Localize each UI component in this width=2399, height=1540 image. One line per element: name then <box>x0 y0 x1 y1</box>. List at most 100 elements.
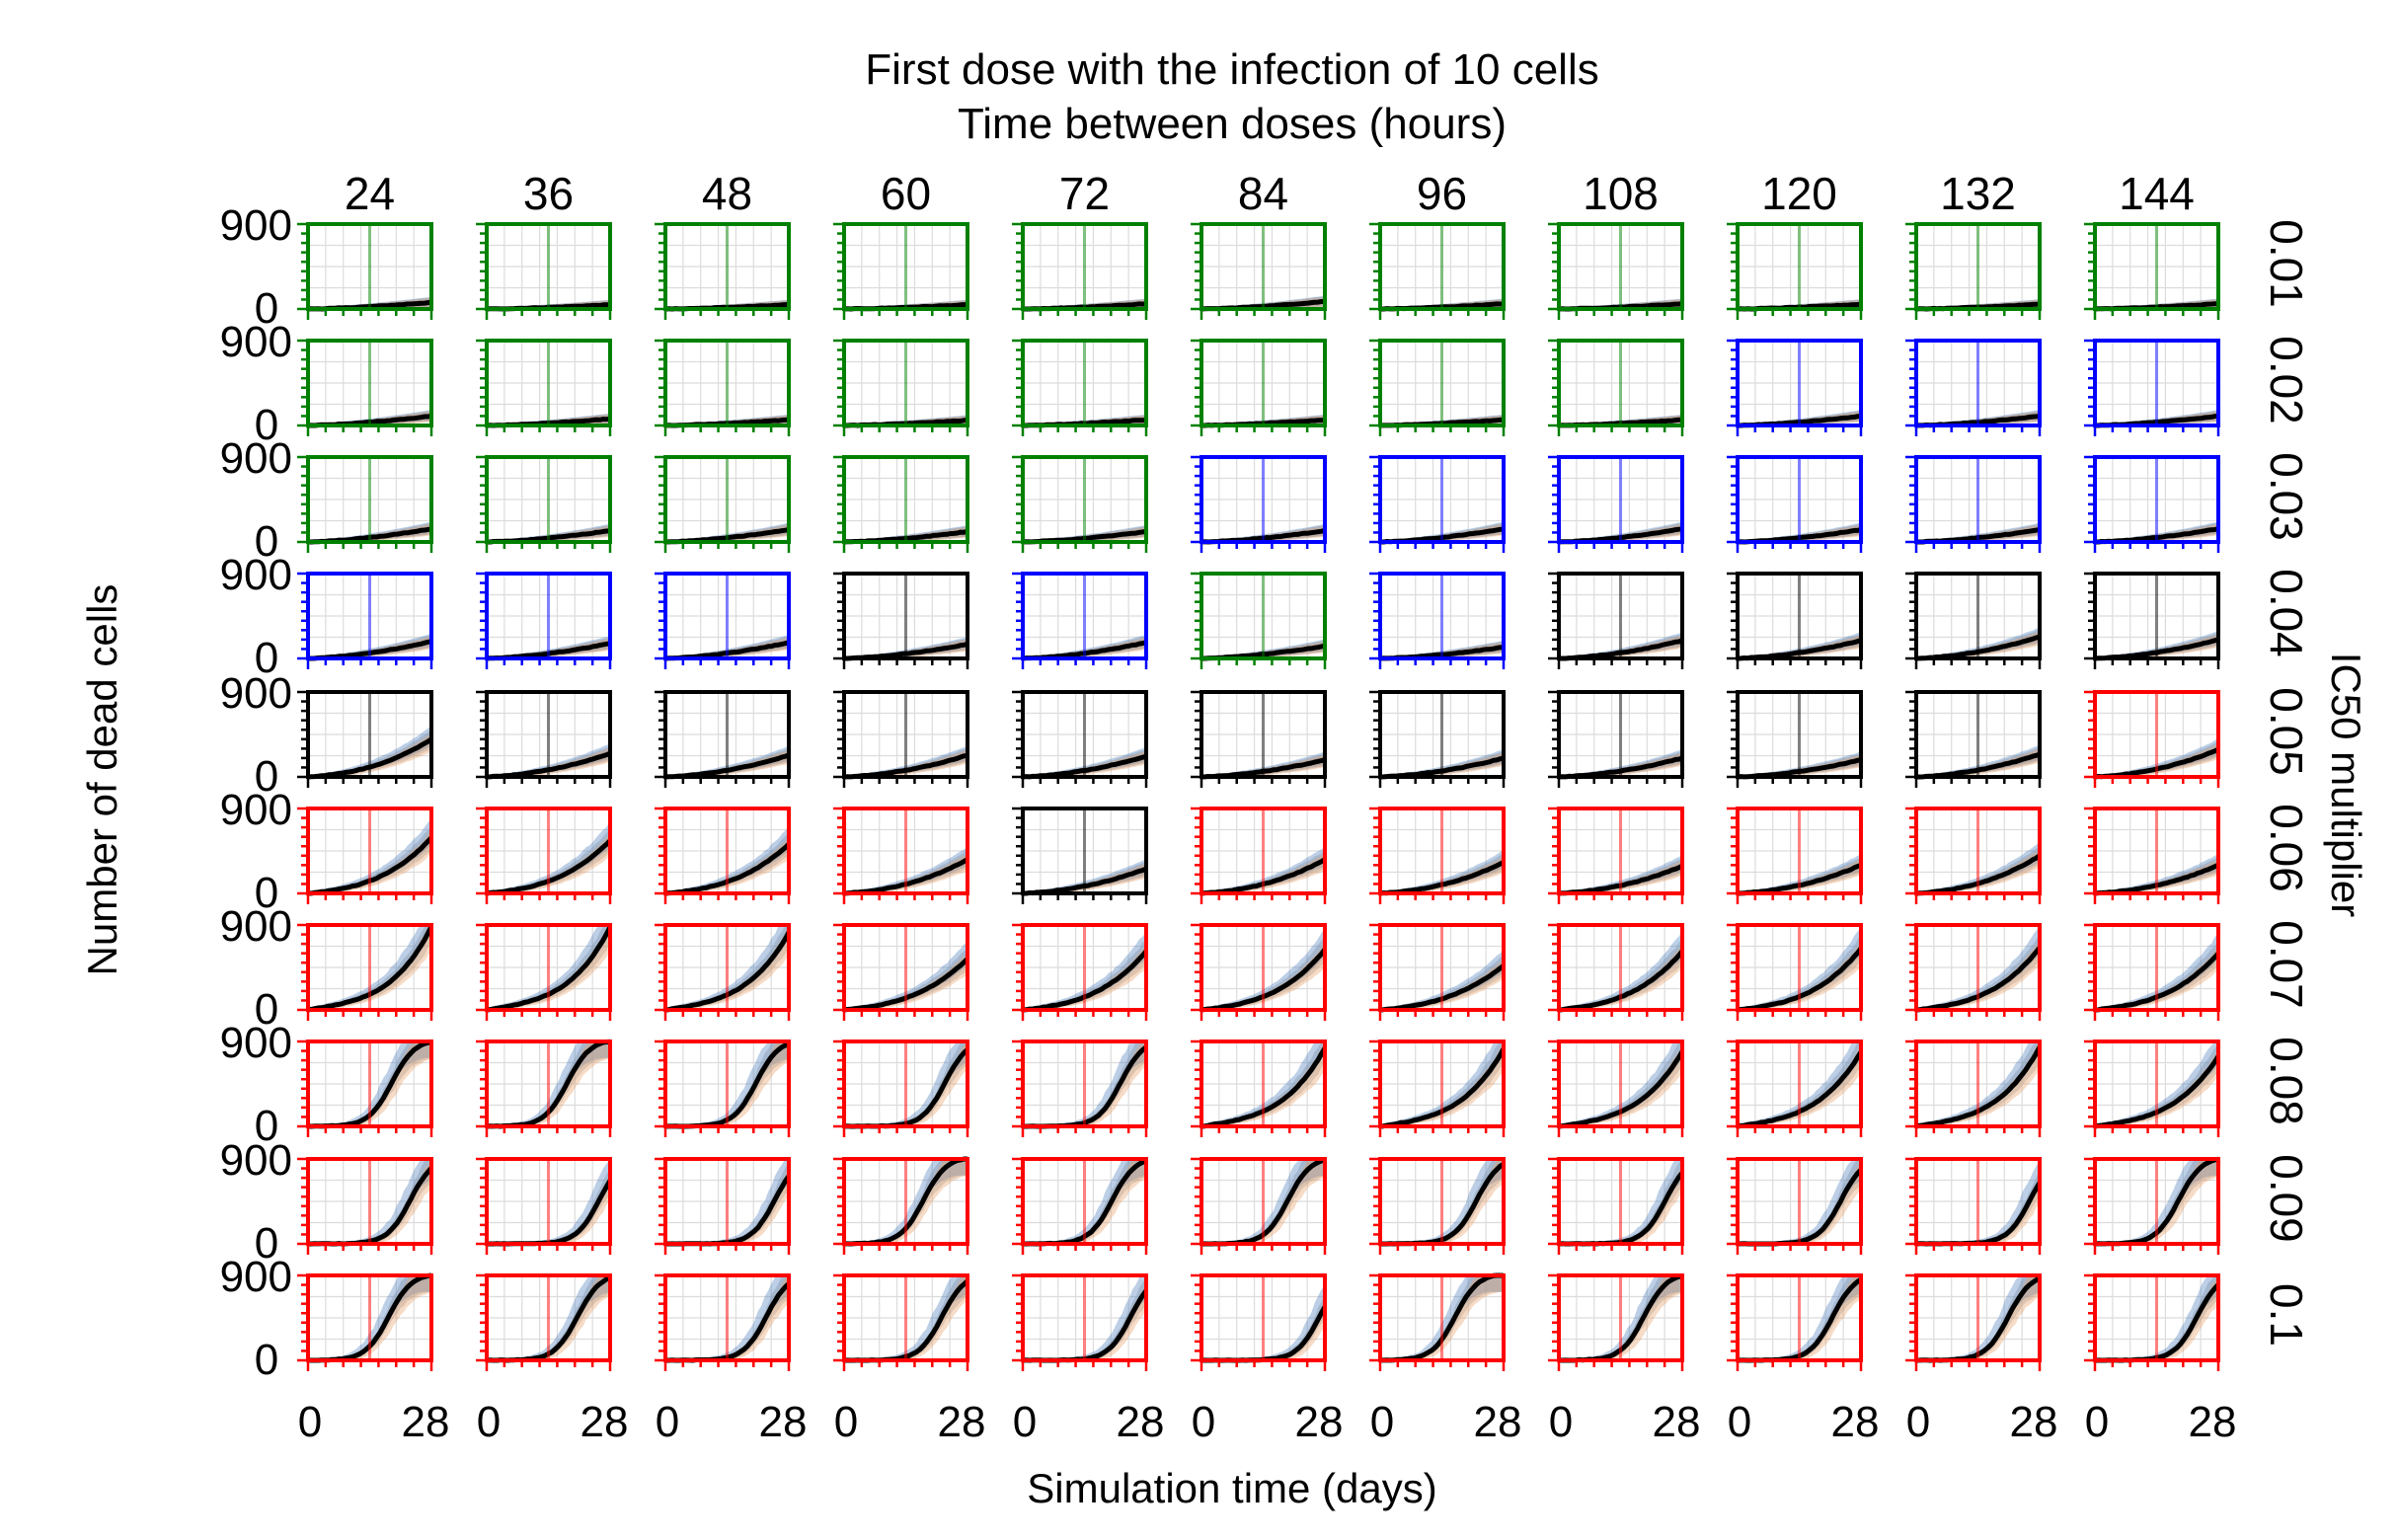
replicate-band <box>1023 637 1146 658</box>
replicate-band <box>1380 1159 1504 1244</box>
panel-frame <box>485 1157 612 1246</box>
right-axis-label: IC50 multiplier <box>2323 653 2369 917</box>
replicate-band <box>844 525 967 542</box>
panel <box>1548 807 1684 904</box>
panel-frame <box>1378 1273 1506 1362</box>
x-tick-label: 0 <box>1549 1398 1573 1446</box>
panel <box>833 455 969 553</box>
panel-frame <box>1200 455 1327 544</box>
panel <box>2084 455 2220 553</box>
replicate-band <box>308 1041 431 1126</box>
replicate-band <box>308 1159 431 1244</box>
replicate-band <box>487 638 610 658</box>
panel-frame <box>1378 1157 1506 1246</box>
row-label: 0.04 <box>2261 569 2312 657</box>
chart-subtitle: Time between doses (hours) <box>958 100 1507 148</box>
replicate-band <box>1738 411 1861 425</box>
panel-frame <box>306 807 433 895</box>
replicate-band <box>308 523 431 542</box>
panel-frame <box>663 1040 791 1128</box>
panel <box>1369 923 1506 1021</box>
panel <box>833 1156 969 1255</box>
panel <box>1548 455 1684 553</box>
panel <box>655 455 791 553</box>
panel <box>476 222 612 320</box>
replicate-band <box>1380 522 1504 542</box>
replicate-band <box>1559 521 1682 542</box>
y-tick-label: 0 <box>255 752 278 801</box>
panel-frame <box>1200 1157 1327 1246</box>
panel-frame <box>1021 455 1148 544</box>
row-label: 0.06 <box>2261 804 2312 892</box>
replicate-band <box>1380 1275 1504 1360</box>
replicate-band <box>1023 1041 1146 1126</box>
replicate-band <box>1023 750 1146 777</box>
replicate-band <box>2095 521 2218 542</box>
panel-frame <box>2093 222 2220 311</box>
row-label: 0.07 <box>2261 920 2312 1009</box>
x-tick-label: 0 <box>1906 1398 1930 1446</box>
panel <box>1191 807 1327 904</box>
y-tick-label: 0 <box>255 1219 278 1268</box>
x-tick-label: 28 <box>1653 1398 1701 1446</box>
x-tick-label: 28 <box>580 1398 629 1446</box>
x-tick-label: 0 <box>298 1398 322 1446</box>
x-tick-label: 0 <box>477 1398 501 1446</box>
panel-frame <box>663 807 791 895</box>
replicate-band <box>665 636 789 658</box>
panel <box>1905 455 2042 553</box>
panel <box>833 923 969 1021</box>
panel <box>476 455 612 553</box>
replicate-band <box>844 639 967 658</box>
y-tick-label: 0 <box>255 869 278 917</box>
panel <box>1191 923 1327 1021</box>
panel-frame <box>842 222 969 311</box>
panel-frame <box>2093 1040 2220 1128</box>
panel-frame <box>1914 455 2042 544</box>
panel <box>1548 222 1684 320</box>
replicate-band <box>2095 1159 2218 1244</box>
replicate-band <box>844 526 967 542</box>
panel-frame <box>306 1040 433 1128</box>
panel-frame <box>485 455 612 544</box>
x-tick-label: 28 <box>2010 1398 2058 1446</box>
panel-frame <box>2093 339 2220 427</box>
panel-frame <box>842 1273 969 1362</box>
panel <box>2084 690 2220 788</box>
panel: 0 28 <box>297 1272 449 1446</box>
replicate-band <box>2095 634 2218 658</box>
x-tick-label: 28 <box>1117 1398 1165 1446</box>
panel-frame <box>1914 572 2042 660</box>
replicate-band <box>1738 1159 1861 1244</box>
x-tick-label: 28 <box>1831 1398 1880 1446</box>
y-tick-label: 0 <box>255 634 278 682</box>
panel-frame <box>842 923 969 1012</box>
replicate-band <box>2095 522 2218 542</box>
panel-frame <box>2093 572 2220 660</box>
replicate-band <box>1916 522 2040 542</box>
panel-frame <box>663 923 791 1012</box>
replicate-band <box>1201 641 1325 658</box>
panel-frame <box>1378 455 1506 544</box>
panel-frame <box>1021 339 1148 427</box>
panel-frame <box>1557 1273 1684 1362</box>
y-tick-label: 900 <box>220 318 292 366</box>
panel-frame <box>306 690 433 779</box>
panel-frame <box>663 1273 791 1362</box>
panel: 0 28 <box>1727 1273 1880 1446</box>
panel <box>1012 1040 1148 1137</box>
replicate-band <box>1201 640 1325 658</box>
panel-frame <box>1557 1040 1684 1128</box>
panel-frame <box>1557 807 1684 895</box>
panel-frame <box>1200 690 1327 779</box>
panel <box>1369 1157 1506 1255</box>
y-tick-label: 900 <box>220 786 292 834</box>
panel <box>655 572 791 669</box>
replicate-band <box>665 1159 789 1244</box>
panel-frame <box>2093 923 2220 1012</box>
replicate-band <box>844 1041 967 1126</box>
panel <box>1191 1040 1328 1137</box>
replicate-band <box>308 522 431 542</box>
replicate-band <box>1023 526 1146 542</box>
panel <box>655 339 791 436</box>
